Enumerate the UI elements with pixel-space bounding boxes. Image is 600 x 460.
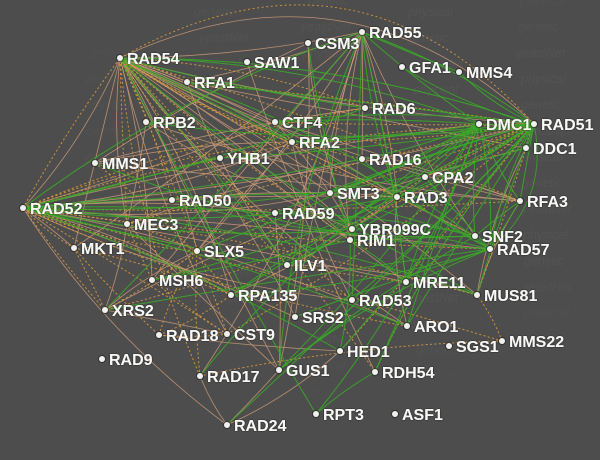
- svg-text:RPT3: RPT3: [323, 407, 364, 424]
- svg-text:genetic: genetic: [308, 0, 349, 8]
- svg-text:RAD16: RAD16: [369, 152, 422, 169]
- svg-text:RAD17: RAD17: [207, 369, 260, 386]
- svg-text:yeastNet: yeastNet: [300, 20, 351, 34]
- svg-text:MEC3: MEC3: [134, 217, 179, 234]
- svg-text:RAD51: RAD51: [541, 117, 594, 134]
- svg-text:physical: physical: [407, 5, 454, 19]
- svg-text:MMS1: MMS1: [102, 156, 148, 173]
- svg-text:SAW1: SAW1: [254, 55, 299, 72]
- svg-text:genetic: genetic: [194, 5, 235, 19]
- svg-text:DDC1: DDC1: [533, 141, 577, 158]
- svg-text:MUS81: MUS81: [484, 288, 537, 305]
- svg-text:RAD57: RAD57: [497, 242, 550, 259]
- svg-text:physical: physical: [91, 20, 138, 34]
- svg-text:yeastNet: yeastNet: [198, 31, 249, 45]
- svg-text:genetic: genetic: [86, 124, 127, 138]
- svg-text:physical: physical: [522, 228, 569, 242]
- svg-text:RAD18: RAD18: [166, 328, 219, 345]
- svg-text:SMT3: SMT3: [337, 186, 380, 203]
- svg-text:CSM3: CSM3: [315, 36, 360, 53]
- svg-text:physical: physical: [194, 57, 241, 71]
- svg-text:RFA1: RFA1: [194, 75, 235, 92]
- svg-text:MKT1: MKT1: [81, 241, 125, 258]
- svg-text:physical: physical: [520, 72, 567, 86]
- svg-text:YHB1: YHB1: [227, 151, 270, 168]
- svg-text:RAD54: RAD54: [127, 51, 180, 68]
- svg-text:MRE11: MRE11: [413, 275, 466, 292]
- svg-text:SGS1: SGS1: [456, 339, 499, 356]
- svg-text:RAD55: RAD55: [369, 25, 422, 42]
- svg-text:MMS22: MMS22: [509, 334, 564, 351]
- svg-text:GUS1: GUS1: [286, 363, 330, 380]
- svg-text:HED1: HED1: [347, 344, 390, 361]
- svg-text:CTF4: CTF4: [282, 115, 322, 132]
- svg-text:genetic: genetic: [518, 20, 559, 34]
- svg-text:XRS2: XRS2: [112, 303, 154, 320]
- svg-text:SLX5: SLX5: [204, 244, 244, 261]
- svg-text:RFA2: RFA2: [299, 135, 340, 152]
- svg-text:RAD53: RAD53: [359, 293, 412, 310]
- svg-text:ASF1: ASF1: [402, 407, 443, 424]
- svg-text:yeastNet: yeastNet: [515, 46, 566, 60]
- svg-text:CPA2: CPA2: [432, 170, 474, 187]
- svg-text:GFA1: GFA1: [409, 60, 451, 77]
- svg-text:ILV1: ILV1: [294, 258, 327, 275]
- svg-text:RPB2: RPB2: [153, 115, 196, 132]
- svg-text:ARO1: ARO1: [414, 319, 459, 336]
- svg-text:RAD50: RAD50: [179, 193, 232, 210]
- svg-text:SRS2: SRS2: [302, 310, 344, 327]
- svg-text:RAD9: RAD9: [109, 352, 153, 369]
- svg-text:MMS4: MMS4: [466, 65, 512, 82]
- svg-text:RFA3: RFA3: [527, 194, 568, 211]
- svg-text:physical: physical: [519, 0, 566, 8]
- svg-text:RDH54: RDH54: [382, 365, 435, 382]
- svg-text:RAD52: RAD52: [30, 201, 83, 218]
- svg-text:RAD3: RAD3: [404, 190, 448, 207]
- svg-text:physical: physical: [523, 306, 570, 320]
- svg-text:CST9: CST9: [234, 327, 275, 344]
- svg-text:genetic: genetic: [522, 176, 563, 190]
- svg-text:DMC1: DMC1: [486, 117, 531, 134]
- svg-text:RAD24: RAD24: [234, 418, 287, 435]
- svg-text:RAD6: RAD6: [372, 101, 416, 118]
- svg-text:RIM1: RIM1: [357, 233, 395, 250]
- svg-text:MSH6: MSH6: [159, 273, 204, 290]
- svg-text:RAD59: RAD59: [282, 206, 335, 223]
- svg-text:RPA135: RPA135: [238, 288, 297, 305]
- svg-text:genetic: genetic: [521, 98, 562, 112]
